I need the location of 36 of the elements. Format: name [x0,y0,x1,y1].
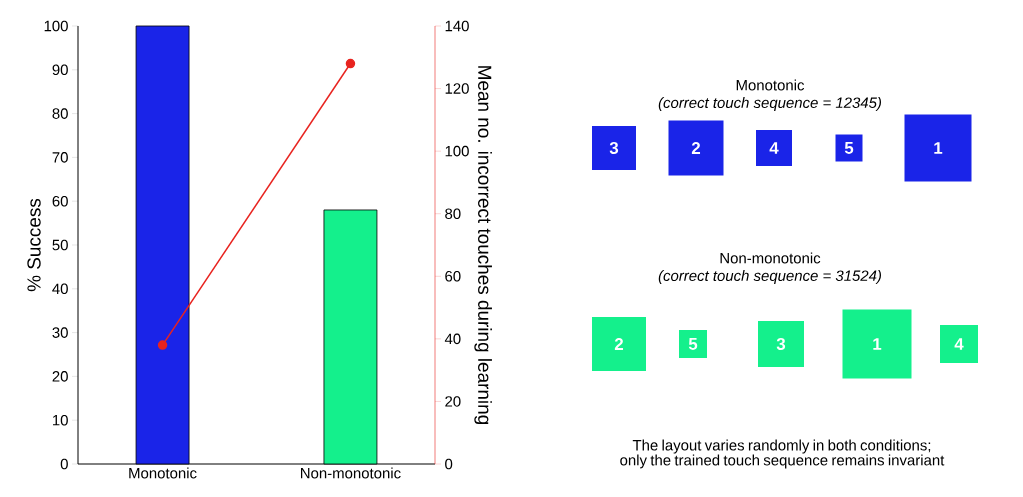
y2-tick-label: 100 [445,145,469,157]
y-tick-label: 100 [44,20,68,32]
y2-tick-label: 60 [445,270,461,282]
y-tick-label: 10 [53,414,68,426]
y-axis-title: % Success [27,198,41,292]
y-tick-label: 40 [52,283,68,295]
y-tick-label: 90 [52,64,68,76]
text: 2 [691,142,701,154]
y2-tick-label: 120 [445,83,469,94]
text: 1 [873,338,882,350]
text: (correct touch sequence = 31524) [658,270,882,284]
text: 3 [776,337,786,351]
text: 4 [954,338,964,350]
y2-tick-label: 20 [445,396,461,407]
y-tick-label: 20 [52,371,68,382]
y-tick-label: 80 [52,108,68,119]
y-tick-label: 0 [60,458,68,470]
text: 2 [614,338,624,350]
text: The layout varies randomly in both conditions; only the trained touch sequence remains invariant [620,439,945,469]
y-tick-label: 30 [52,327,68,338]
y2-tick-label: 80 [445,208,461,219]
text: 1 [934,142,943,154]
text: (correct touch sequence = 12345) [658,97,882,111]
y-tick-label: 60 [52,195,68,207]
y-tick-label: 70 [52,152,68,163]
y2-tick-label: 0 [445,458,453,470]
y2-tick-label: 40 [444,333,461,345]
text: 5 [688,338,698,350]
text: 5 [844,142,854,154]
text: 3 [609,141,619,154]
text: Monotonic [736,79,805,91]
text: Non-monotonic [720,252,821,264]
text: 4 [769,142,779,154]
y-tick-label: 50 [52,239,68,251]
y2-axis-title: Mean no. incorrect touches during learning [474,66,492,424]
y2-tick-label: 140 [445,20,469,32]
